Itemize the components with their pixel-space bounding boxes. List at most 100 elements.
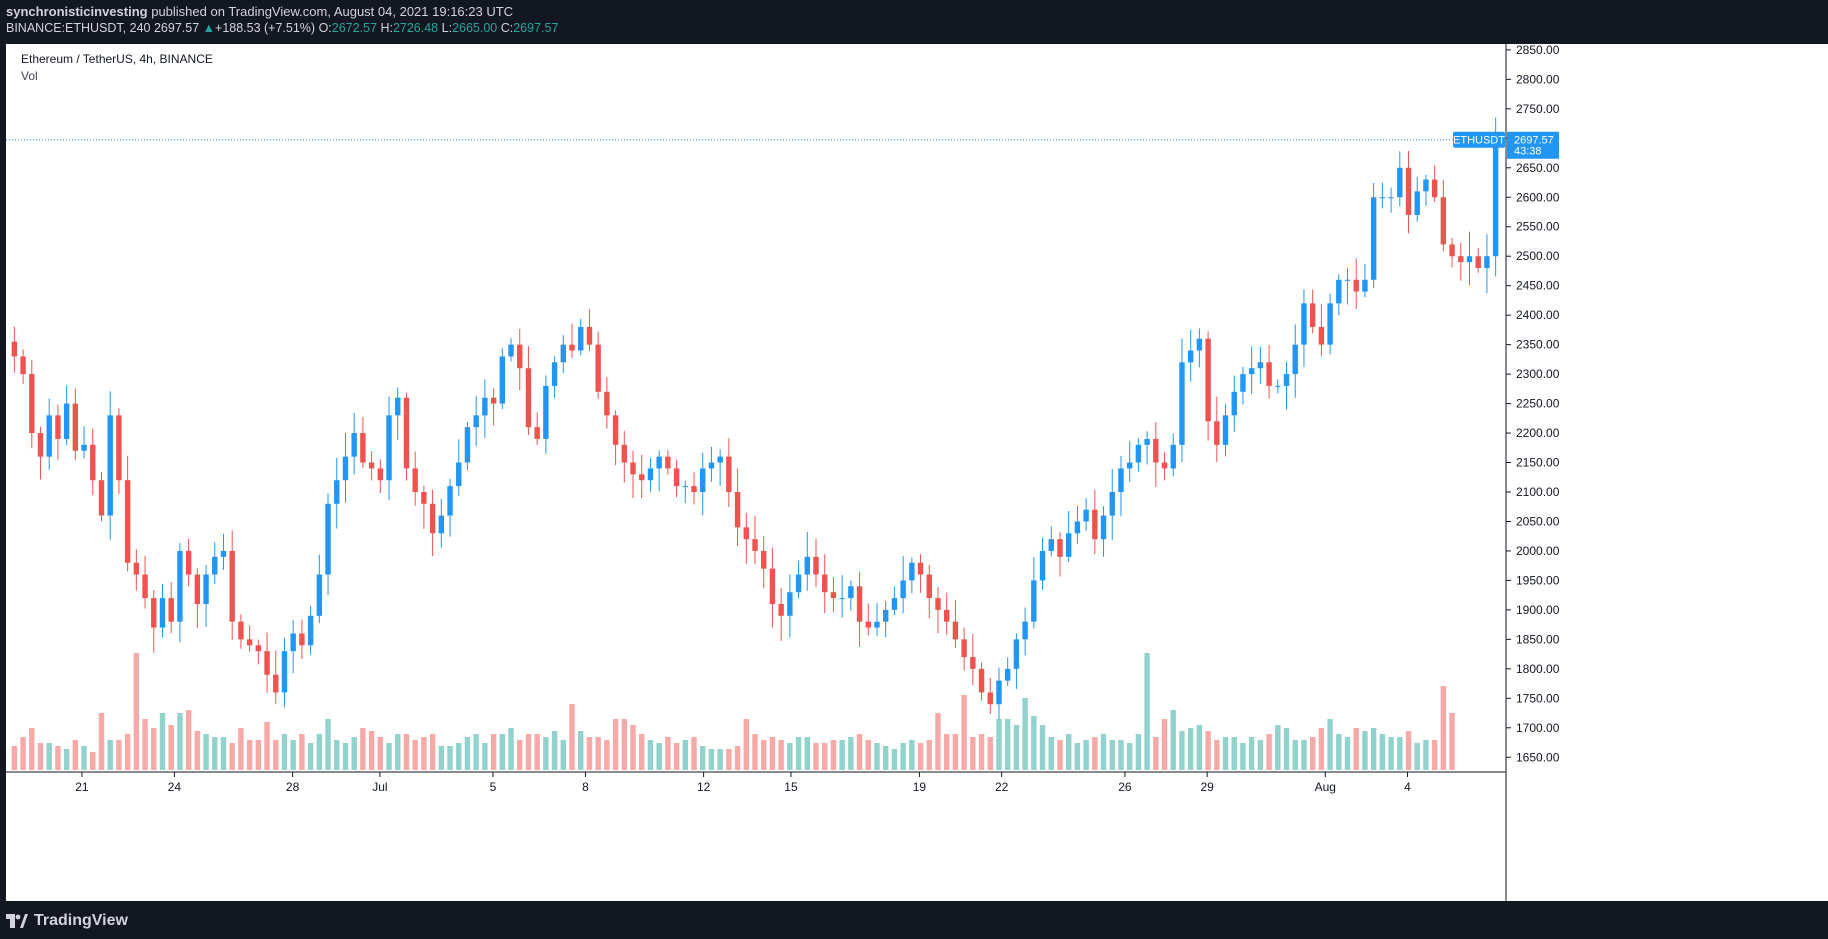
candle-body (1135, 444, 1142, 463)
chart-title: Ethereum / TetherUS, 4h, BINANCE (21, 52, 213, 66)
chart-legend: Ethereum / TetherUS, 4h, BINANCE Vol (21, 52, 213, 86)
candle-body (1309, 303, 1316, 327)
volume-bar (395, 734, 401, 770)
time-tick-label: 29 (1200, 780, 1214, 794)
volume-bar (656, 743, 662, 770)
candle-body (290, 633, 296, 652)
volume-bar (1327, 719, 1333, 770)
volume-bar (264, 722, 270, 770)
volume-bar (595, 737, 601, 770)
candle-body (1048, 539, 1054, 551)
candle-body (900, 580, 906, 599)
candle-body (1013, 639, 1020, 669)
price-tick-label: 2300.00 (1516, 367, 1560, 381)
close-value: 2697.57 (513, 21, 559, 35)
time-tick-label: 4 (1404, 780, 1411, 794)
volume-bar (1179, 731, 1185, 770)
candle-body (386, 415, 392, 481)
candle-body (377, 468, 384, 481)
candle-body (1161, 462, 1168, 469)
candle-body (1083, 509, 1089, 522)
volume-bar (874, 743, 880, 770)
volume-bar (717, 749, 723, 770)
candle-body (917, 562, 924, 575)
volume-bar (909, 740, 915, 770)
candle-body (90, 444, 96, 481)
candle-body (708, 462, 715, 469)
candle-body (1362, 279, 1368, 292)
volume-bar (159, 713, 166, 770)
candle-body (517, 344, 523, 369)
volume-bar (1222, 737, 1229, 770)
volume-bar (473, 734, 479, 770)
candle-body (586, 326, 593, 345)
price-tick-label: 2850.00 (1516, 44, 1560, 57)
volume-bar (456, 743, 462, 770)
volume-bar (883, 746, 889, 770)
candlestick-chart[interactable]: 1650.00 1700.00 1750.00 1800.00 1850.00 1900.… (6, 43, 1828, 901)
volume-bar (1057, 740, 1063, 770)
time-tick-label: 15 (784, 780, 798, 794)
volume-bar (1083, 740, 1089, 770)
candle-body (1214, 421, 1220, 445)
candle-body (316, 574, 323, 616)
candle-body (839, 598, 845, 600)
volume-bar (46, 743, 52, 770)
volume-bar (29, 728, 35, 770)
candle-body (1205, 338, 1211, 422)
candle-body (229, 550, 235, 622)
candle-body (560, 344, 567, 363)
candle-body (185, 550, 192, 575)
volume-bar (743, 719, 749, 770)
volume-bar (517, 740, 523, 770)
candle-body (1153, 438, 1159, 463)
volume-bar (133, 653, 140, 770)
candle-body (194, 574, 201, 604)
candle-body (813, 556, 819, 575)
candle-body (647, 468, 654, 481)
candle-body (1301, 303, 1307, 345)
candle-body (673, 468, 680, 487)
price-axis[interactable]: 1650.00 1700.00 1750.00 1800.00 1850.00 1900.… (1506, 43, 1560, 764)
time-tick-label: 19 (913, 780, 927, 794)
candle-body (1004, 668, 1011, 681)
volume-bar (177, 713, 183, 770)
candle-body (203, 574, 209, 604)
volume-bar (525, 734, 532, 770)
candle-body (212, 556, 218, 575)
candle-body (656, 456, 662, 469)
volume-bar (124, 734, 131, 770)
author-name[interactable]: synchronisticinvesting (6, 4, 148, 19)
candle-body (1475, 256, 1481, 268)
symbol-tag-label: ETHUSDT (1453, 135, 1505, 147)
candle-body (1327, 303, 1333, 345)
candle-body (107, 415, 113, 516)
volume-bar (290, 740, 296, 770)
candle-body (822, 574, 828, 593)
candle-body (700, 468, 706, 492)
volume-bar (421, 737, 427, 770)
candle-body (412, 468, 418, 492)
volume-bar (665, 737, 671, 770)
volume-bar (543, 737, 549, 770)
chart-area[interactable]: 1650.00 1700.00 1750.00 1800.00 1850.00 1900.… (6, 43, 1828, 901)
volume-bar (551, 731, 558, 770)
candle-body (403, 397, 410, 469)
candle-body (909, 562, 915, 581)
price-tick-label: 1750.00 (1516, 691, 1560, 705)
price-tick-label: 1650.00 (1516, 750, 1560, 764)
candle-body (499, 356, 506, 404)
volume-bar (804, 737, 810, 770)
volume-bar (1379, 734, 1386, 770)
volume-bar (98, 713, 105, 770)
candle-body (682, 486, 688, 488)
volume-bar (55, 746, 61, 770)
volume-bar (978, 734, 985, 770)
volume-bar (1362, 731, 1368, 770)
volume-bar (830, 740, 837, 770)
tradingview-logo[interactable]: TradingView (6, 912, 128, 930)
candle-body (395, 397, 401, 416)
time-axis[interactable]: 21 24 28 Jul 5 8 12 15 19 22 26 29 Aug 4 (75, 772, 1411, 794)
volume-bar (482, 743, 488, 770)
candle-body (1118, 468, 1124, 492)
